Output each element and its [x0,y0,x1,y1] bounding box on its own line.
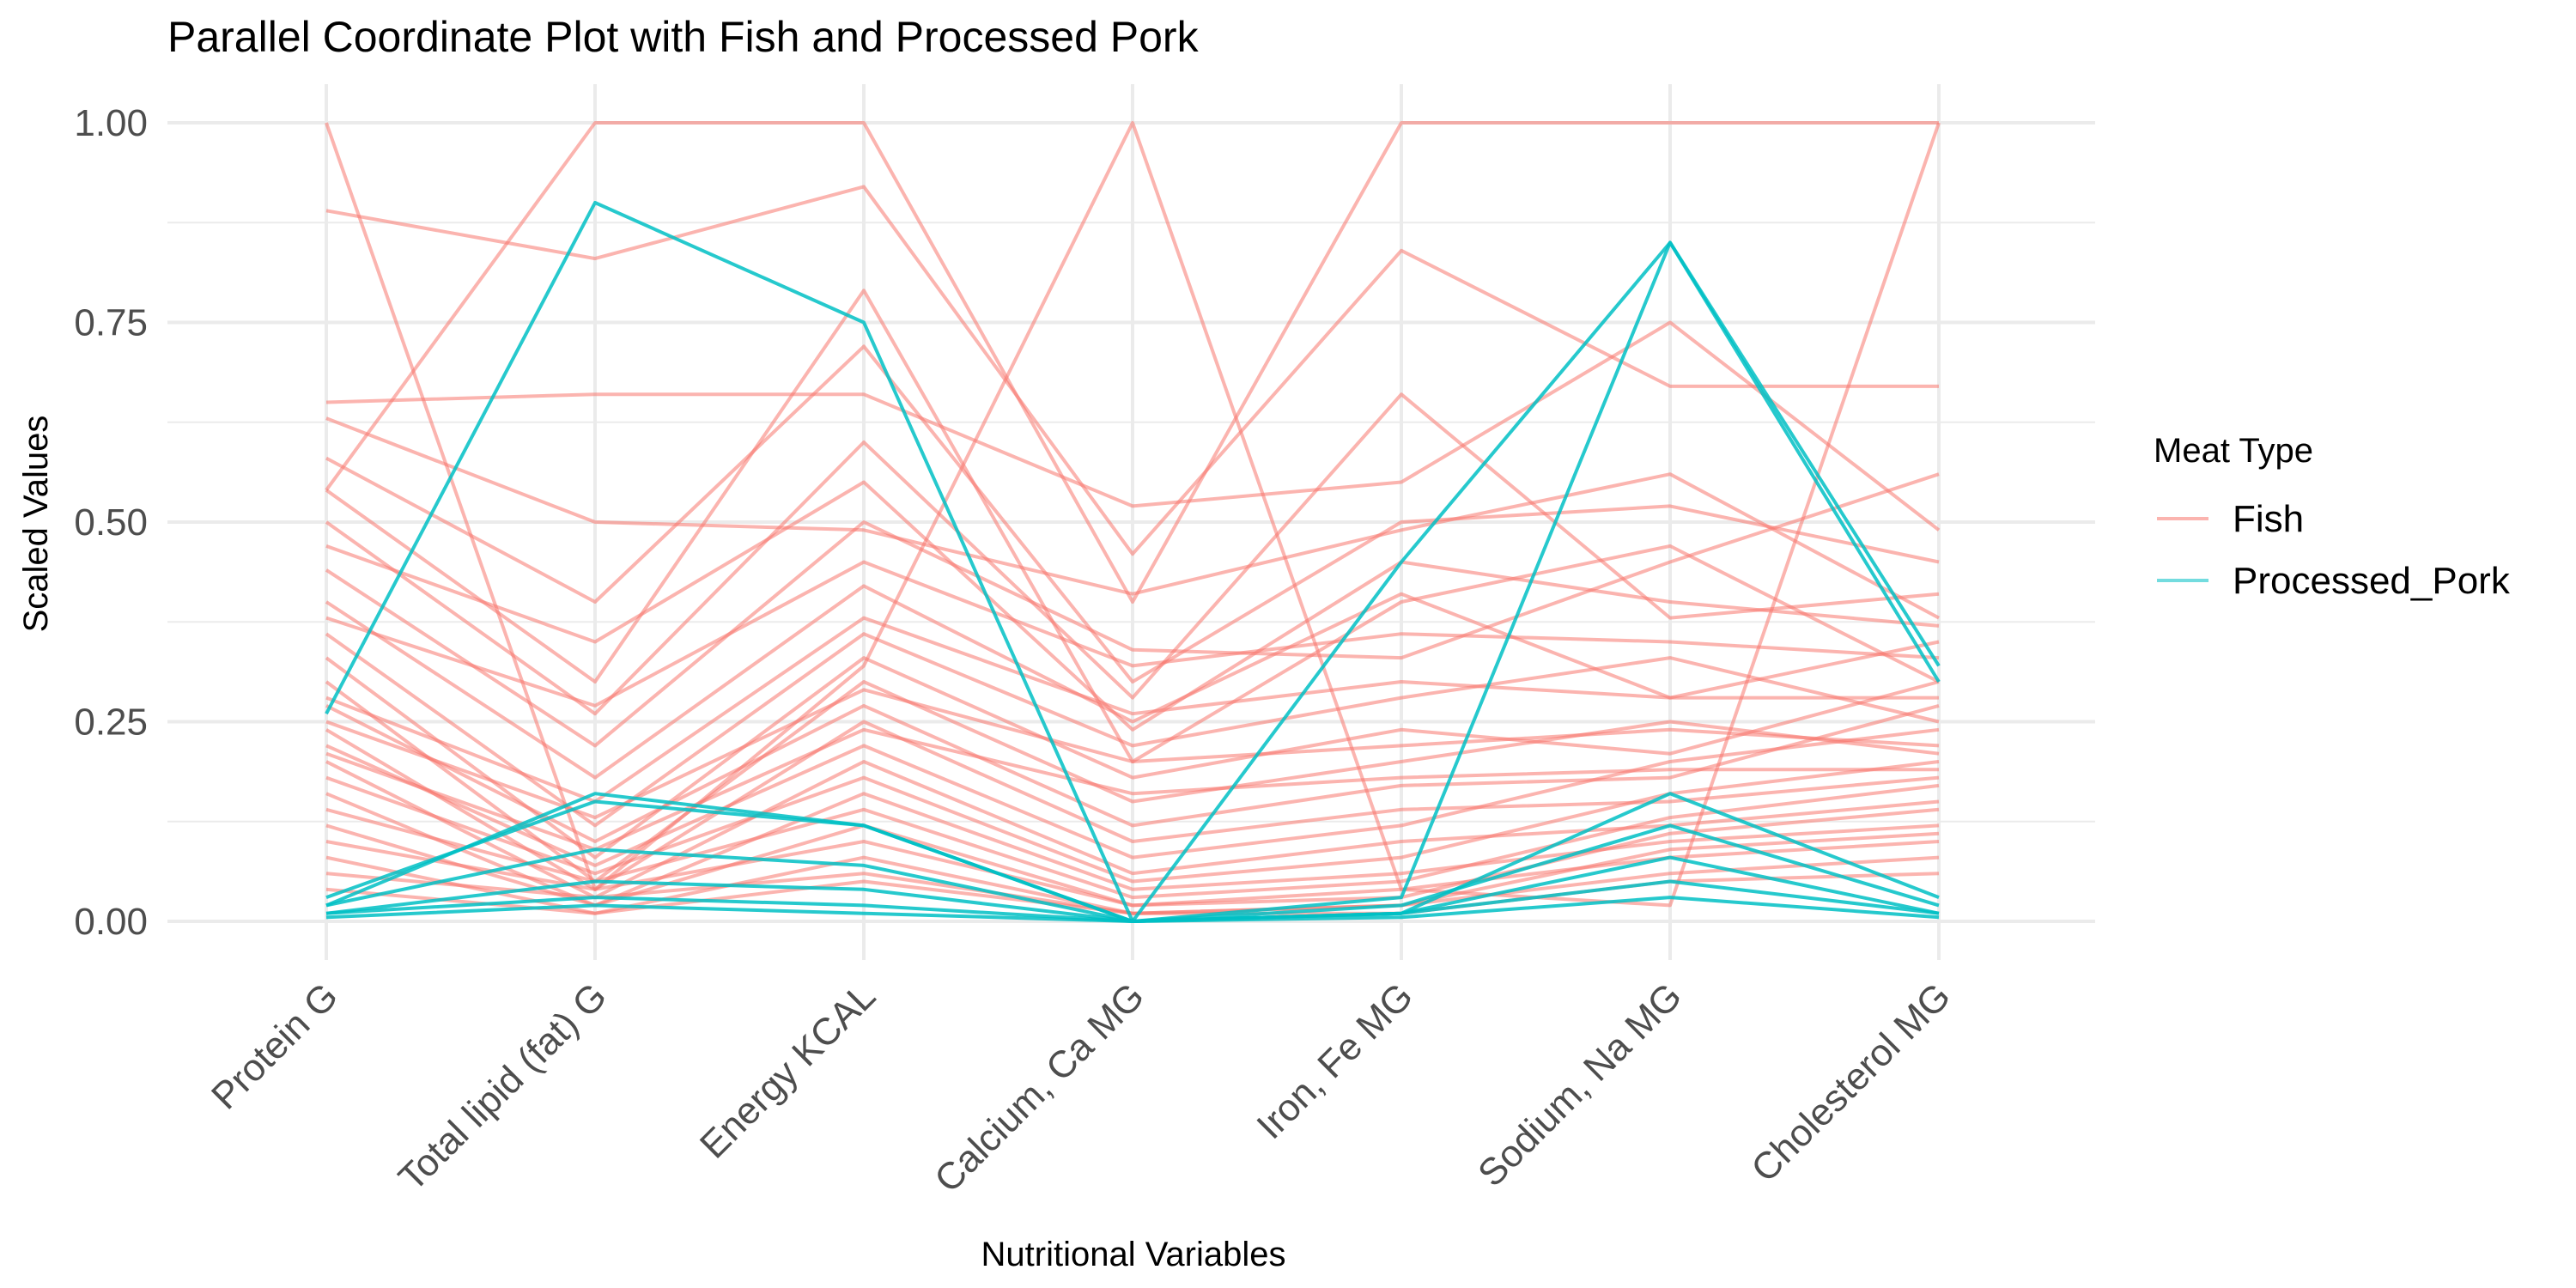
x-tick-label: Total lipid (fat) G [391,975,615,1199]
y-tick-label: 1.00 [74,102,148,144]
fish-line-25 [325,344,1940,683]
y-tick-label: 0.75 [74,302,148,344]
fish-line-2 [325,121,1939,604]
x-tick-label: Cholesterol MG [1743,975,1959,1190]
x-tick-label: Sodium, Na MG [1470,975,1690,1194]
x-tick-label: Iron, Fe MG [1249,975,1421,1147]
fish-line-7 [325,392,1940,716]
y-tick-label: 0.00 [74,901,148,943]
fish-line-3 [325,185,1939,556]
y-tick-label: 0.50 [74,501,148,544]
x-tick-label: Energy KCAL [692,975,884,1166]
y-tick-label: 0.25 [74,702,148,744]
y-axis-title: Scaled Values [17,416,55,633]
x-tick-labels: Protein G Total lipid (fat) G Energy KCAL C… [204,975,1959,1200]
fish-line-8 [325,472,1940,748]
x-axis-title: Nutritional Variables [981,1236,1286,1273]
legend: Meat Type Fish Processed_Pork [2154,432,2511,602]
chart-title: Parallel Coordinate Plot with Fish and P… [167,13,1200,61]
fish-line-21 [325,807,1940,908]
legend-label-fish: Fish [2233,498,2304,540]
fish-line-15 [325,727,1940,867]
fish-line-13 [325,703,1940,843]
x-tick-label: Protein G [204,975,346,1117]
fish-line-27 [325,560,1940,708]
fish-line-29 [325,688,1940,820]
legend-label-processed-pork: Processed_Pork [2233,560,2511,602]
fish-line-11 [325,656,1940,860]
y-tick-labels: 0.00 0.25 0.50 0.75 1.00 [74,102,148,943]
processed-pork-line-7 [325,896,1940,923]
processed-pork-lines [325,201,1941,923]
fish-lines [325,121,1941,915]
fish-line-5 [325,416,1940,620]
fish-line-4 [325,320,1941,532]
legend-title: Meat Type [2154,432,2313,470]
fish-line-10 [325,632,1940,828]
x-tick-label: Calcium, Ca MG [927,975,1152,1200]
fish-line-26 [325,480,1940,732]
